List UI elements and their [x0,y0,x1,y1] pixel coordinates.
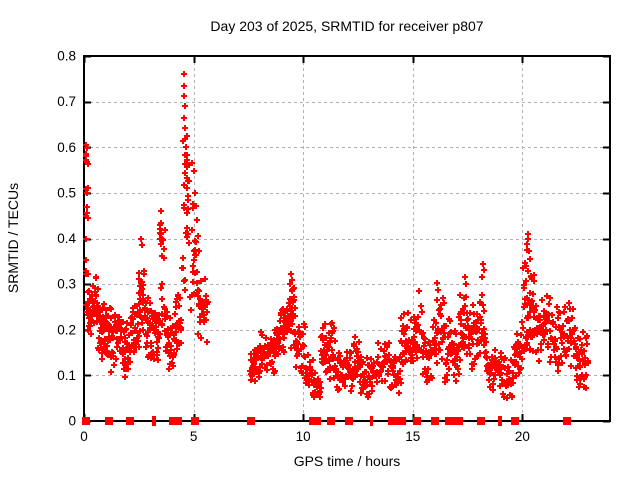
x-tick-label: 0 [80,429,88,444]
x-tick-label: 20 [515,429,530,444]
data-points [82,71,591,426]
zero-epoch-square [477,417,485,425]
zero-epoch-square [247,417,255,425]
zero-epoch-square [511,417,519,425]
zero-epoch-square [105,417,113,425]
zero-epoch-square [126,417,134,425]
zero-epoch-square [327,417,335,425]
y-tick-label: 0.5 [57,185,76,200]
zero-epoch-square [563,417,571,425]
zero-epoch-square [413,417,421,425]
y-tick-label: 0.1 [57,368,76,383]
zero-epoch-square [398,417,406,425]
zero-epoch-square [449,417,457,425]
zero-epoch-square [455,417,463,425]
y-axis-label: SRMTID / TECUs [5,183,21,293]
y-tick-label: 0 [68,414,76,429]
x-tick-label: 5 [190,429,198,444]
y-tick-label: 0.4 [57,231,76,246]
y-tick-label: 0.7 [57,94,76,109]
srmtid-plus-markers [83,71,591,401]
zero-epoch-square [313,417,321,425]
y-tick-label: 0.6 [57,140,76,155]
y-tick-label: 0.2 [57,322,76,337]
zero-epoch-square [392,417,400,425]
x-axis-label: GPS time / hours [294,453,401,469]
y-tick-label: 0.3 [57,277,76,292]
x-tick-label: 10 [296,429,311,444]
zero-epoch-square [431,417,439,425]
tick-labels: 0 5 10 15 20 0 0.1 0.2 0.3 0.4 0.5 0.6 0.7 0.8 [57,49,530,445]
zero-epoch-square [345,417,353,425]
y-tick-label: 0.8 [57,49,76,64]
chart-title: Day 203 of 2025, SRMTID for receiver p80… [210,18,483,34]
zero-epoch-square [82,417,90,425]
zero-epoch-bar [152,416,502,426]
x-tick-label: 15 [405,429,420,444]
zero-epoch-square [174,417,182,425]
zero-epoch-square [191,417,199,425]
